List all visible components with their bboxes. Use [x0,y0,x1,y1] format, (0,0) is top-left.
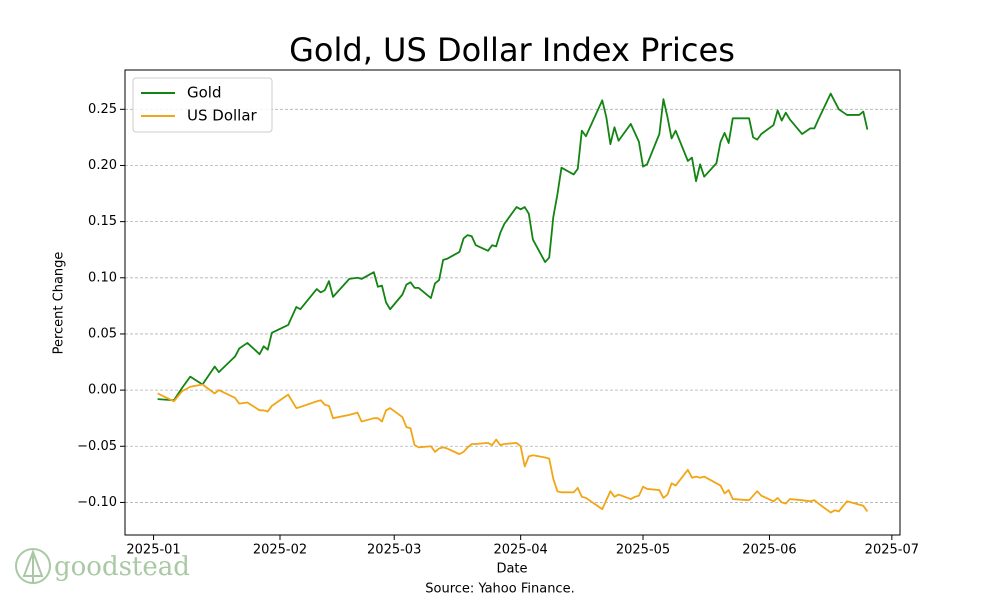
y-tick-label: 0.00 [88,383,117,398]
source-note: Source: Yahoo Finance. [425,582,574,597]
y-tick-label: 0.25 [88,102,117,117]
logo-text: goodstead [54,552,190,582]
x-tick-label: 2025-05 [616,543,670,558]
x-tick-label: 2025-07 [865,543,919,558]
line-series [157,383,869,514]
y-tick-label: 0.15 [88,214,117,229]
logo: goodstead [15,548,190,584]
y-tick-label: −0.10 [77,495,117,510]
x-tick-label: 2025-03 [367,543,421,558]
x-tick-label: 2025-01 [126,543,180,558]
line-series [157,92,869,402]
logo-tree [22,549,44,582]
logo-ring [15,548,51,584]
legend: Gold US Dollar [132,77,273,133]
plot-frame [124,69,901,536]
legend-label: Gold [187,84,222,102]
y-tick-label: −0.05 [77,439,117,454]
legend-box [132,77,273,133]
x-axis-label: Date [496,562,527,577]
y-tick-label: 0.20 [88,158,117,173]
legend-label: US Dollar [187,107,258,125]
y-axis-label: Percent Change [52,252,67,355]
y-tick-label: 0.10 [88,270,117,285]
x-tick-label: 2025-04 [493,543,547,558]
y-tick-label: 0.05 [88,326,117,341]
chart-title: Gold, US Dollar Index Prices [289,31,735,69]
x-tick-label: 2025-02 [253,543,307,558]
x-tick-label: 2025-06 [742,543,796,558]
